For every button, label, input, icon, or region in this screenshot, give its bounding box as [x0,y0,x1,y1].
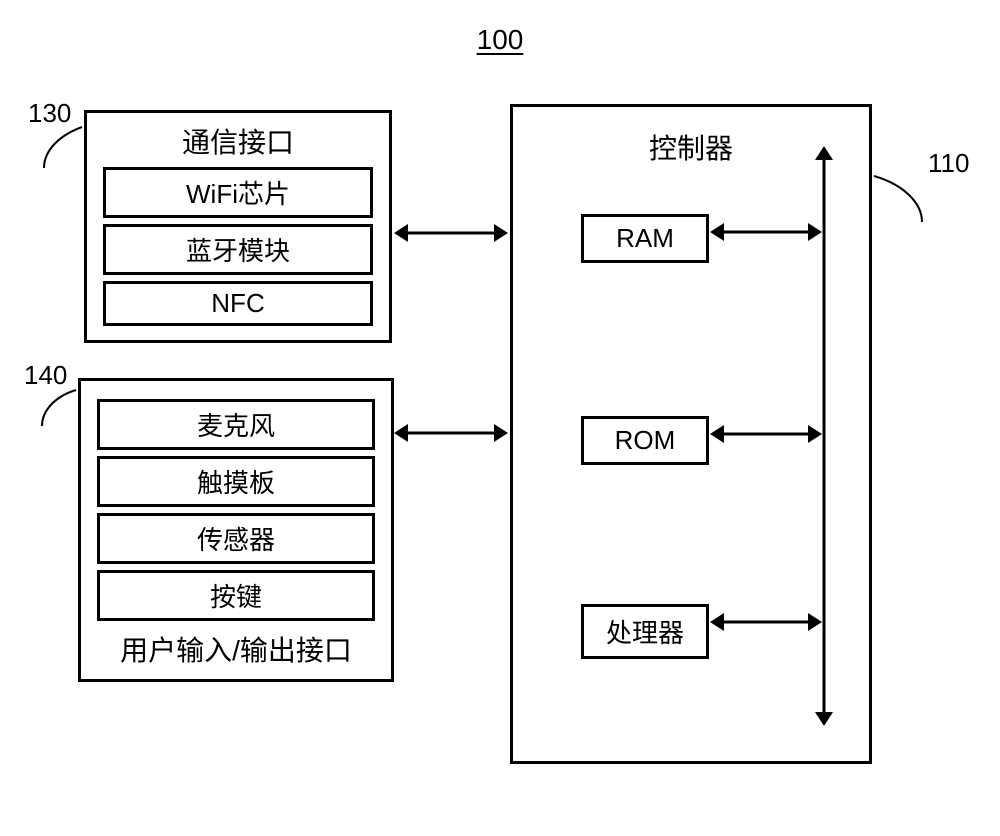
controller-block: 控制器 RAM ROM 处理器 [510,104,872,764]
comm-block-title: 通信接口 [87,121,389,161]
controller-title: 控制器 [513,127,869,167]
microphone-box: 麦克风 [97,399,375,450]
leader-130 [44,127,82,168]
buttons-box: 按键 [97,570,375,621]
ref-110-label: 110 [928,148,969,179]
ram-box: RAM [581,214,709,263]
bluetooth-module-box: 蓝牙模块 [103,224,373,275]
touchpad-box: 触摸板 [97,456,375,507]
user-io-block: 麦克风 触摸板 传感器 按键 用户输入/输出接口 [78,378,394,682]
rom-box: ROM [581,416,709,465]
ref-140-label: 140 [24,360,67,391]
io-ctrl-arrow [394,424,508,442]
wifi-chip-box: WiFi芯片 [103,167,373,218]
leader-110 [874,176,922,222]
diagram-title: 100 [477,24,524,56]
comm-interface-block: 通信接口 WiFi芯片 蓝牙模块 NFC [84,110,392,343]
io-block-title: 用户输入/输出接口 [81,629,391,669]
nfc-box: NFC [103,281,373,326]
sensor-box: 传感器 [97,513,375,564]
ref-130-label: 130 [28,98,71,129]
leader-140 [42,390,76,426]
comm-ctrl-arrow [394,224,508,242]
processor-box: 处理器 [581,604,709,659]
